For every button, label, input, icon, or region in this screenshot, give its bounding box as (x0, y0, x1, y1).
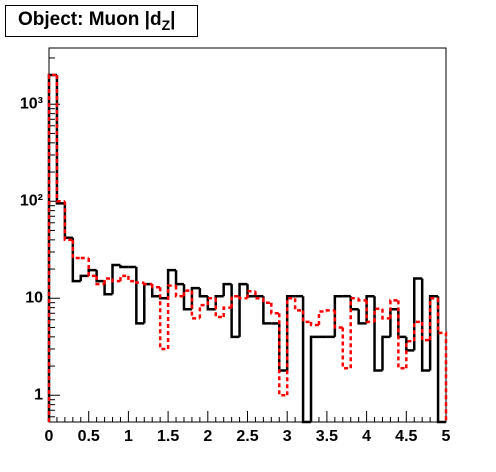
histogram-bin (405, 340, 415, 369)
histogram-bin (420, 278, 431, 372)
histogram-bin (214, 298, 224, 319)
histogram-bin (95, 275, 105, 286)
title-text-end: | (170, 9, 175, 30)
histogram-bin (119, 274, 129, 282)
histogram-bin (143, 282, 153, 286)
x-tick-label: 1 (124, 428, 133, 445)
histogram-bin (103, 281, 113, 296)
histogram-bin (238, 296, 248, 300)
histogram-bin (119, 265, 129, 269)
x-tick-label: 3.5 (316, 428, 338, 445)
histogram-bin (365, 294, 375, 324)
histogram-bin (428, 294, 439, 371)
histogram-bin (397, 300, 407, 370)
chart-title: Object: Muon |dZ| (18, 9, 175, 33)
histogram-bin (278, 313, 288, 397)
histogram-bin (357, 309, 367, 325)
histogram-bin (309, 321, 319, 327)
histogram-bin (301, 296, 312, 424)
histogram-bin (190, 290, 200, 320)
histogram-bin (333, 294, 343, 337)
histogram-bin (436, 296, 446, 424)
histogram-bin (111, 278, 121, 283)
histogram-bin (174, 285, 184, 298)
x-tick-label: 0 (45, 428, 54, 445)
histogram-bin (71, 237, 81, 283)
histogram-bin (190, 286, 200, 310)
histogram-bin (325, 309, 335, 312)
histogram-bin (214, 294, 224, 310)
y-tick-label: 10³ (20, 95, 43, 112)
title-box (5, 5, 198, 37)
histogram-bin (333, 310, 343, 329)
histogram-bin (381, 335, 391, 371)
histogram-bin (166, 268, 177, 299)
histogram-bin (365, 300, 375, 324)
y-tick-label: 1 (34, 386, 43, 403)
x-tick-label: 5 (442, 428, 451, 445)
histogram-bin (309, 335, 319, 422)
histogram-bin (246, 290, 256, 299)
histogram-bin (87, 257, 97, 278)
histogram-bin (230, 294, 240, 308)
histogram-bin (238, 282, 248, 337)
histogram-bin (103, 277, 113, 285)
histogram-bin (182, 289, 192, 297)
histogram-bin (381, 308, 391, 320)
x-tick-label: 4.5 (395, 428, 417, 445)
x-tick-label: 4 (362, 428, 371, 445)
histogram-bin (111, 263, 121, 295)
histogram-bin (436, 298, 448, 422)
histogram-bin (301, 310, 312, 324)
histogram-bin (293, 298, 304, 312)
histogram-bin (357, 298, 367, 302)
title-text: Object: Muon |d (18, 9, 162, 30)
x-tick-label: 2.5 (236, 428, 258, 445)
histogram-bin (230, 284, 240, 339)
histogram-bin (222, 282, 232, 297)
histogram-bin (412, 320, 423, 342)
histogram-bin (262, 296, 272, 325)
histogram-bin (420, 321, 431, 342)
histogram-bin (55, 75, 65, 203)
histogram-bin (389, 299, 399, 319)
histogram-bin (150, 284, 161, 289)
y-tick-label: 10 (25, 289, 43, 306)
y-tick-label: 10² (20, 192, 43, 209)
histogram-bin (95, 270, 105, 283)
histogram-bin (127, 275, 137, 283)
histogram-bin (206, 297, 216, 306)
histogram-bin (135, 266, 145, 325)
histogram-bin (198, 288, 208, 298)
title-subscript: Z (162, 17, 171, 33)
x-tick-label: 3 (283, 428, 292, 445)
histogram-bin (270, 302, 280, 315)
x-tick-label: 1.5 (157, 428, 179, 445)
histogram-bin (79, 274, 89, 282)
histogram-bin (71, 239, 81, 260)
x-tick-label: 2 (203, 428, 212, 445)
histogram-bin (47, 73, 57, 422)
histogram-bin (254, 291, 264, 300)
histogram-bin (135, 281, 145, 284)
histogram-bin (222, 306, 232, 318)
histogram-bin (63, 201, 73, 242)
histogram-bin (166, 284, 177, 349)
histogram-bin (349, 297, 359, 369)
histogram-bin (174, 270, 184, 286)
histogram-bin (262, 298, 272, 304)
x-tick-label: 0.5 (78, 428, 100, 445)
histogram-bin (206, 296, 216, 311)
